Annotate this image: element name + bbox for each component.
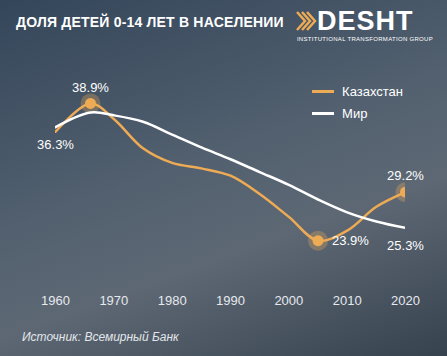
svg-text:1970: 1970 bbox=[99, 293, 128, 308]
svg-text:36.3%: 36.3% bbox=[37, 137, 74, 152]
svg-text:1980: 1980 bbox=[158, 293, 187, 308]
svg-text:2020: 2020 bbox=[391, 293, 420, 308]
svg-text:25.3%: 25.3% bbox=[387, 238, 424, 253]
svg-text:2000: 2000 bbox=[274, 293, 303, 308]
svg-text:1990: 1990 bbox=[216, 293, 245, 308]
html-text:DESHT: DESHT bbox=[316, 6, 414, 36]
svg-text:23.9%: 23.9% bbox=[332, 233, 369, 248]
html-text:Мир: Мир bbox=[342, 106, 368, 121]
svg-text:2010: 2010 bbox=[333, 293, 362, 308]
html-text:Казахстан: Казахстан bbox=[342, 84, 403, 99]
html-text:ДОЛЯ ДЕТЕЙ 0-14 ЛЕТ В НАСЕЛЕНИ: ДОЛЯ ДЕТЕЙ 0-14 ЛЕТ В НАСЕЛЕНИИ bbox=[16, 14, 284, 30]
html-text:INSTITUTIONAL TRANSFORMATION G: INSTITUTIONAL TRANSFORMATION GROUP bbox=[296, 36, 433, 42]
html-text:Источник: Всемирный Банк: Источник: Всемирный Банк bbox=[22, 330, 179, 344]
svg-text:29.2%: 29.2% bbox=[387, 168, 424, 183]
svg-text:1960: 1960 bbox=[41, 293, 70, 308]
svg-text:38.9%: 38.9% bbox=[72, 80, 109, 95]
